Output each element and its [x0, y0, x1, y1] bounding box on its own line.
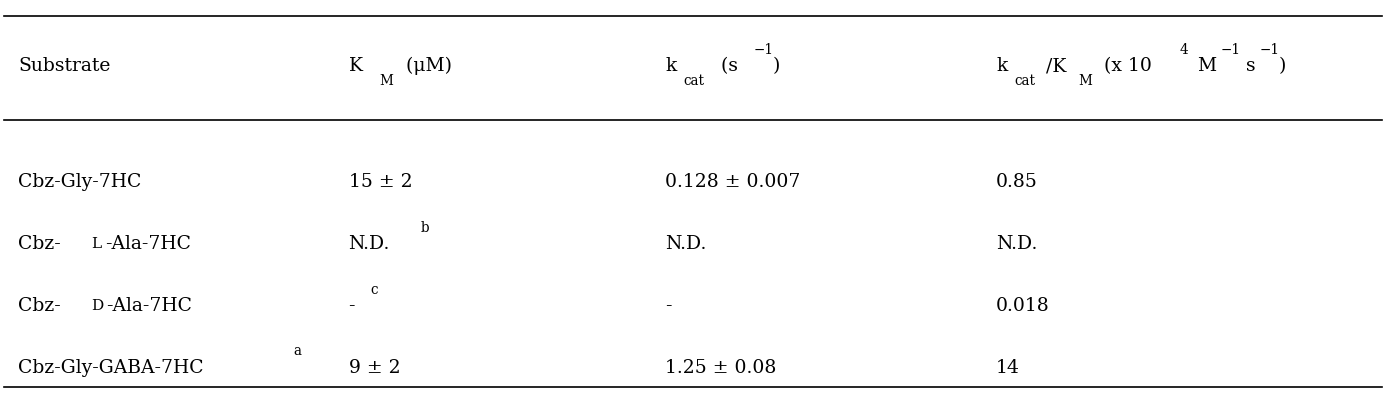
Text: N.D.: N.D. — [665, 235, 707, 253]
Text: ): ) — [773, 57, 780, 75]
Text: −1: −1 — [1260, 43, 1279, 57]
Text: (x 10: (x 10 — [1098, 57, 1152, 75]
Text: L: L — [91, 237, 101, 251]
Text: −1: −1 — [1221, 43, 1240, 57]
Text: 0.018: 0.018 — [997, 297, 1049, 315]
Text: D: D — [91, 299, 103, 313]
Text: (μM): (μM) — [399, 57, 452, 75]
Text: −1: −1 — [754, 43, 773, 57]
Text: 0.128 ± 0.007: 0.128 ± 0.007 — [665, 173, 801, 191]
Text: -: - — [665, 297, 672, 315]
Text: cat: cat — [1015, 74, 1035, 88]
Text: k: k — [997, 57, 1008, 75]
Text: 0.85: 0.85 — [997, 173, 1038, 191]
Text: c: c — [370, 282, 378, 297]
Text: b: b — [420, 221, 428, 235]
Text: Cbz-Gly-7HC: Cbz-Gly-7HC — [18, 173, 141, 191]
Text: 15 ± 2: 15 ± 2 — [349, 173, 412, 191]
Text: -Ala-7HC: -Ala-7HC — [107, 297, 193, 315]
Text: -Ala-7HC: -Ala-7HC — [105, 235, 191, 253]
Text: ): ) — [1278, 57, 1286, 75]
Text: N.D.: N.D. — [349, 235, 389, 253]
Text: 4: 4 — [1179, 43, 1188, 57]
Text: a: a — [294, 344, 302, 358]
Text: 1.25 ± 0.08: 1.25 ± 0.08 — [665, 359, 776, 377]
Text: k: k — [665, 57, 676, 75]
Text: M: M — [378, 74, 392, 88]
Text: Cbz-: Cbz- — [18, 297, 61, 315]
Text: Cbz-: Cbz- — [18, 235, 61, 253]
Text: 14: 14 — [997, 359, 1020, 377]
Text: Cbz-Gly-GABA-7HC: Cbz-Gly-GABA-7HC — [18, 359, 204, 377]
Text: (s: (s — [715, 57, 737, 75]
Text: -: - — [349, 297, 355, 315]
Text: cat: cat — [683, 74, 704, 88]
Text: K: K — [349, 57, 363, 75]
Text: 9 ± 2: 9 ± 2 — [349, 359, 401, 377]
Text: M: M — [1192, 57, 1217, 75]
Text: M: M — [1078, 74, 1092, 88]
Text: Substrate: Substrate — [18, 57, 111, 75]
Text: N.D.: N.D. — [997, 235, 1038, 253]
Text: /K: /K — [1045, 57, 1066, 75]
Text: s: s — [1240, 57, 1256, 75]
